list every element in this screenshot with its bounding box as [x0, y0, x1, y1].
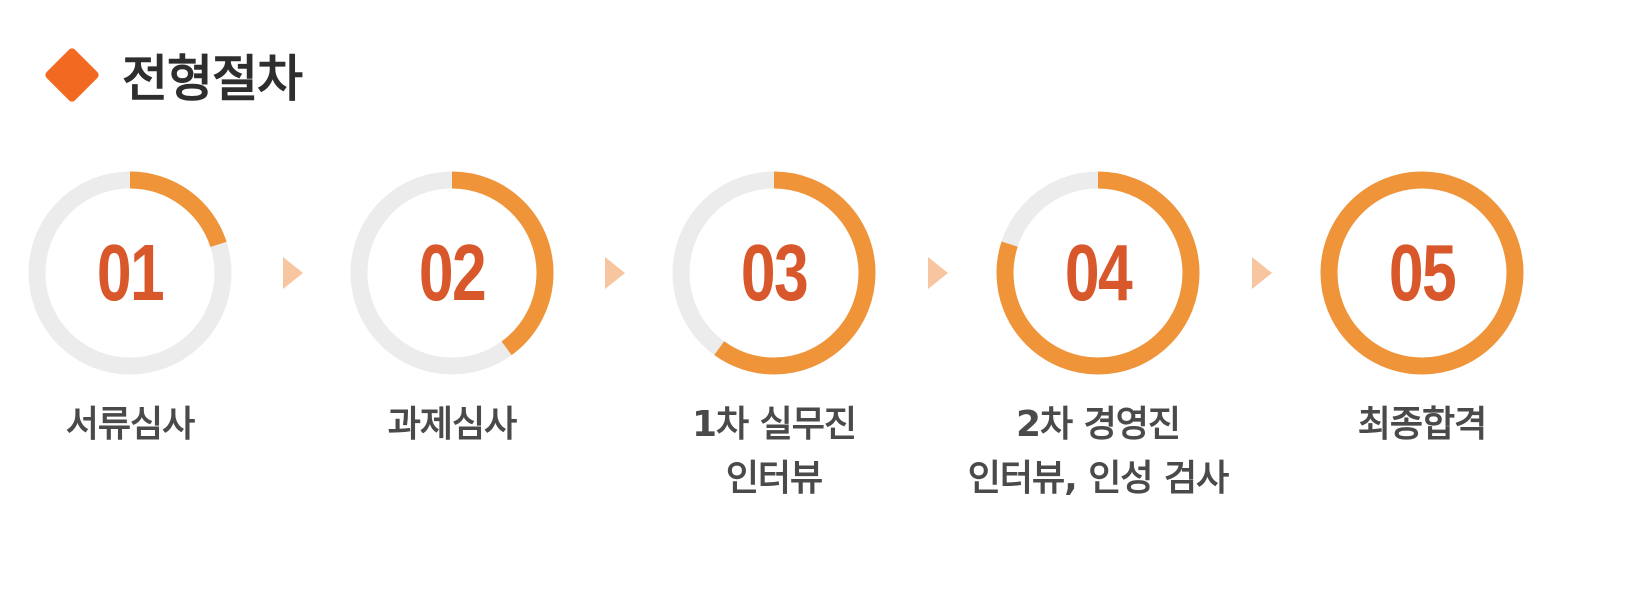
- step-label: 2차 경영진 인터뷰, 인성 검사: [948, 398, 1248, 506]
- step-progress-ring: 01: [25, 168, 235, 378]
- section-title: 전형절차: [122, 50, 303, 108]
- ring-progress-arc: [672, 171, 876, 375]
- triangle-right-icon: [283, 257, 303, 289]
- step-label-line1: 1차 실무진: [691, 404, 857, 445]
- step-label-line1: 과제심사: [387, 404, 517, 445]
- step-progress-ring: 05: [1317, 168, 1527, 378]
- step-number: 02: [418, 228, 487, 317]
- step-5: 05 최종합격: [1272, 168, 1572, 452]
- step-label-line1: 2차 경영진: [1015, 404, 1181, 445]
- step-number: 04: [1064, 228, 1133, 317]
- step-label-line2: 인터뷰, 인성 검사: [967, 458, 1230, 499]
- ring-progress-arc: [350, 171, 554, 375]
- section-header: 전형절차: [42, 40, 303, 110]
- ring-progress-arc: [1320, 171, 1524, 375]
- step-number: 01: [96, 228, 165, 317]
- triangle-right-icon: [928, 257, 948, 289]
- step-number: 03: [740, 228, 809, 317]
- step-label: 과제심사: [302, 398, 602, 452]
- step-progress-ring: 03: [669, 168, 879, 378]
- step-2: 02 과제심사: [302, 168, 602, 452]
- step-label-line1: 서류심사: [65, 404, 195, 445]
- step-label-line1: 최종합격: [1357, 404, 1487, 445]
- triangle-right-icon: [1252, 257, 1272, 289]
- progress-ring-graphic: [28, 171, 232, 375]
- progress-ring-graphic: [1320, 171, 1524, 375]
- ring-progress-arc: [28, 171, 232, 375]
- progress-ring-graphic: [672, 171, 876, 375]
- step-label: 최종합격: [1272, 398, 1572, 452]
- triangle-right-icon: [605, 257, 625, 289]
- step-number: 05: [1388, 228, 1457, 317]
- progress-ring-graphic: [996, 171, 1200, 375]
- ring-progress-arc: [996, 171, 1200, 375]
- step-3: 03 1차 실무진 인터뷰: [624, 168, 924, 506]
- step-4: 04 2차 경영진 인터뷰, 인성 검사: [948, 168, 1248, 506]
- step-label: 1차 실무진 인터뷰: [624, 398, 924, 506]
- step-progress-ring: 02: [347, 168, 557, 378]
- step-1: 01 서류심사: [0, 168, 280, 452]
- step-label-line2: 인터뷰: [725, 458, 823, 499]
- step-progress-ring: 04: [993, 168, 1203, 378]
- step-label: 서류심사: [0, 398, 280, 452]
- progress-ring-graphic: [350, 171, 554, 375]
